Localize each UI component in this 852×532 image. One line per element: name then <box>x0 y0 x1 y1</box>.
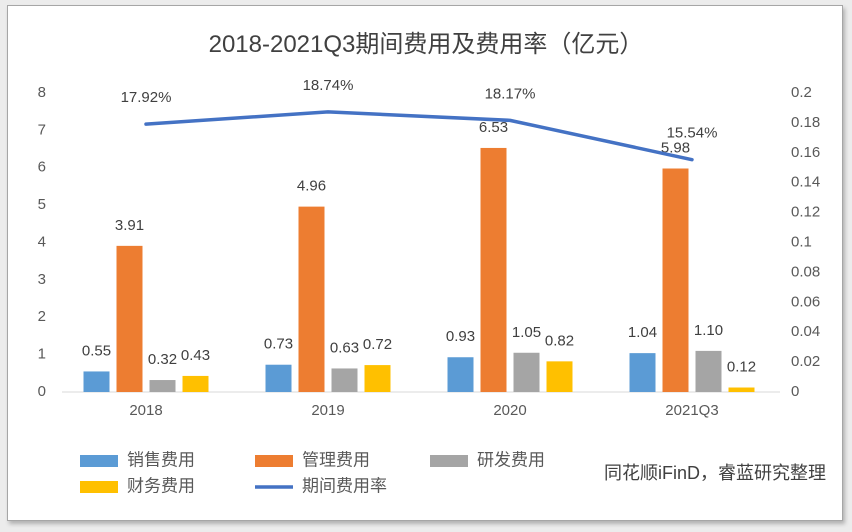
legend-swatch-rnd-expense <box>430 455 468 467</box>
bar-rnd-expense-2020 <box>513 352 540 392</box>
bar-finance-expense-2018 <box>182 375 209 392</box>
bar-sales-expense-2018 <box>83 371 110 392</box>
source-note: 同花顺iFinD，睿蓝研究整理 <box>603 463 826 483</box>
data-label-finance-expense-2021q3: 0.12 <box>727 359 756 376</box>
data-label-finance-expense-2018: 0.43 <box>181 347 210 364</box>
data-label-expense-ratio-2018: 17.92% <box>121 89 172 106</box>
legend-label-expense-ratio: 期间费用率 <box>302 476 387 495</box>
data-label-admin-expense-2020: 6.53 <box>479 119 508 136</box>
data-label-sales-expense-2021q3: 1.04 <box>628 324 657 341</box>
data-label-admin-expense-2021q3: 5.98 <box>661 139 690 156</box>
bar-finance-expense-2020 <box>546 361 573 392</box>
legend-label-rnd-expense: 研发费用 <box>477 450 545 469</box>
data-label-sales-expense-2019: 0.73 <box>264 336 293 353</box>
y-left-tick-label: 7 <box>38 121 46 138</box>
bar-admin-expense-2019 <box>298 206 325 392</box>
y-right-tick-label: 0.16 <box>791 144 820 161</box>
y-right-tick-label: 0 <box>791 383 799 400</box>
legend-label-sales-expense: 销售费用 <box>127 450 195 469</box>
y-left-tick-label: 1 <box>38 346 46 363</box>
y-right-tick-label: 0.06 <box>791 293 820 310</box>
bar-sales-expense-2020 <box>447 357 474 392</box>
bar-admin-expense-2020 <box>480 147 507 392</box>
legend-swatch-admin-expense <box>255 455 293 467</box>
legend-item-admin-expense: 管理费用 <box>255 450 370 469</box>
x-tick-label-2020: 2020 <box>493 402 526 419</box>
x-tick-label-2021q3: 2021Q3 <box>665 402 718 419</box>
y-left-tick-label: 0 <box>38 383 46 400</box>
x-tick-label-2018: 2018 <box>129 402 162 419</box>
y-left-tick-label: 2 <box>38 308 46 325</box>
bar-finance-expense-2019 <box>364 365 391 392</box>
legend-item-rnd-expense: 研发费用 <box>430 450 545 469</box>
bar-admin-expense-2018 <box>116 245 143 392</box>
data-label-expense-ratio-2021q3: 15.54% <box>667 125 718 142</box>
y-left-tick-label: 5 <box>38 196 46 213</box>
data-label-rnd-expense-2018: 0.32 <box>148 351 177 368</box>
data-label-admin-expense-2019: 4.96 <box>297 178 326 195</box>
bar-admin-expense-2021q3 <box>662 168 689 392</box>
y-left-tick-label: 8 <box>38 84 46 101</box>
legend-label-admin-expense: 管理费用 <box>302 450 370 469</box>
bar-sales-expense-2021q3 <box>629 353 656 392</box>
bar-rnd-expense-2018 <box>149 380 176 392</box>
bar-sales-expense-2019 <box>265 364 292 392</box>
chart-frame <box>7 5 843 521</box>
y-left-tick-label: 3 <box>38 271 46 288</box>
data-label-sales-expense-2020: 0.93 <box>446 328 475 345</box>
data-label-sales-expense-2018: 0.55 <box>82 342 111 359</box>
y-right-tick-label: 0.1 <box>791 233 812 250</box>
bar-finance-expense-2021q3 <box>728 387 755 392</box>
y-right-tick-label: 0.14 <box>791 174 820 191</box>
legend-swatch-finance-expense <box>80 481 118 493</box>
legend-item-sales-expense: 销售费用 <box>80 450 195 469</box>
legend-item-finance-expense: 财务费用 <box>80 476 195 495</box>
y-left-tick-label: 4 <box>38 233 46 250</box>
bar-rnd-expense-2021q3 <box>695 350 722 392</box>
line-expense-ratio <box>144 110 694 162</box>
data-label-expense-ratio-2019: 18.74% <box>303 77 354 94</box>
legend-label-finance-expense: 财务费用 <box>127 476 195 495</box>
y-right-tick-label: 0.08 <box>791 263 820 280</box>
legend-item-expense-ratio: 期间费用率 <box>255 476 387 495</box>
data-label-finance-expense-2019: 0.72 <box>363 336 392 353</box>
data-label-finance-expense-2020: 0.82 <box>545 332 574 349</box>
data-label-admin-expense-2018: 3.91 <box>115 217 144 234</box>
chart-title: 2018-2021Q3期间费用及费用率（亿元） <box>208 31 644 58</box>
data-label-rnd-expense-2020: 1.05 <box>512 324 541 341</box>
y-right-tick-label: 0.18 <box>791 114 820 131</box>
y-right-tick-label: 0.04 <box>791 323 820 340</box>
y-left-tick-label: 6 <box>38 159 46 176</box>
y-right-tick-label: 0.12 <box>791 204 820 221</box>
y-right-tick-label: 0.2 <box>791 84 812 101</box>
data-label-rnd-expense-2021q3: 1.10 <box>694 322 723 339</box>
data-label-rnd-expense-2019: 0.63 <box>330 339 359 356</box>
data-label-expense-ratio-2020: 18.17% <box>485 85 536 102</box>
legend-swatch-sales-expense <box>80 455 118 467</box>
y-right-tick-label: 0.02 <box>791 353 820 370</box>
bar-rnd-expense-2019 <box>331 368 358 392</box>
x-tick-label-2019: 2019 <box>311 402 344 419</box>
